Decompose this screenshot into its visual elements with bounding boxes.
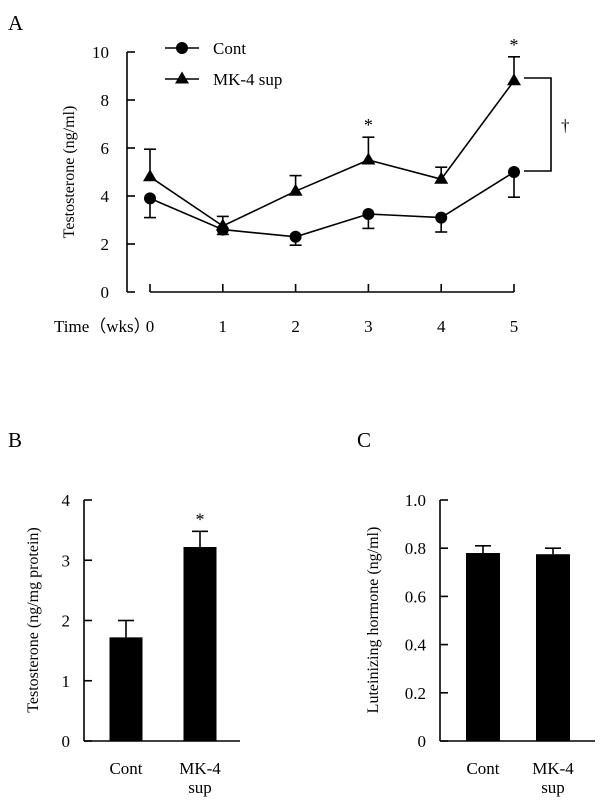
- panel-c-y-ticks: 0 0.2 0.4 0.6 0.8 1.0: [405, 491, 448, 751]
- x-tick-label: 2: [291, 317, 300, 336]
- category-label: sup: [188, 778, 212, 797]
- series-line: [149, 171, 515, 238]
- y-tick-label: 8: [101, 91, 110, 110]
- y-tick-label: 0: [418, 732, 427, 751]
- panel-b-bars: [109, 546, 217, 741]
- data-point: [288, 183, 303, 196]
- panel-b: B Testosterone (ng/mg protein) 0 1 2 3 4 Con…: [8, 428, 240, 797]
- y-tick-label: 0.2: [405, 684, 426, 703]
- x-tick-label: 0: [146, 317, 155, 336]
- data-point: [434, 171, 449, 184]
- legend-cont-label: Cont: [213, 39, 246, 58]
- category-label: MK-4: [532, 759, 574, 778]
- data-point: [435, 211, 448, 224]
- y-tick-label: 4: [101, 187, 110, 206]
- x-tick-label: 5: [510, 317, 519, 336]
- category-label: MK-4: [179, 759, 221, 778]
- panel-a-points: [143, 73, 521, 243]
- x-tick-label: 3: [364, 317, 373, 336]
- panel-a-error-bars: [144, 55, 520, 246]
- data-point: [507, 73, 521, 86]
- panel-b-error-bars: [118, 530, 208, 638]
- significance-mark: *: [196, 509, 205, 529]
- legend-cont-marker: [176, 42, 188, 54]
- data-point: [143, 169, 157, 182]
- y-tick-label: 0.6: [405, 587, 426, 606]
- significance-mark: *: [510, 35, 519, 55]
- panel-a-series-lines: [149, 80, 515, 238]
- category-label: Cont: [466, 759, 499, 778]
- y-tick-label: 10: [92, 43, 109, 62]
- panel-a-x-ticks: 0 1 2 3 4 5: [146, 284, 519, 336]
- legend-mk4-label: MK-4 sup: [213, 70, 282, 89]
- data-point: [215, 218, 230, 231]
- y-tick-label: 0: [62, 732, 71, 751]
- y-tick-label: 2: [62, 612, 71, 631]
- data-point: [361, 152, 376, 165]
- bar: [466, 553, 500, 741]
- panel-b-label: B: [8, 428, 22, 452]
- panel-a-x-axis-label: Time（wks）: [54, 317, 151, 336]
- bar: [109, 637, 143, 741]
- y-tick-label: 1.0: [405, 491, 426, 510]
- panel-c-bars: [466, 553, 570, 741]
- category-label: sup: [541, 778, 565, 797]
- data-point: [289, 230, 302, 243]
- y-tick-label: 0: [101, 283, 110, 302]
- data-point: [144, 192, 156, 205]
- panel-a-significance-marks: **: [364, 35, 519, 135]
- panel-c-y-axis-label: Luteinizing hormone (ng/ml): [365, 527, 382, 714]
- y-tick-label: 1: [62, 672, 71, 691]
- panel-a-y-axis-label: Testosterone (ng/ml): [61, 106, 78, 239]
- y-tick-label: 4: [62, 491, 71, 510]
- y-tick-label: 2: [101, 235, 110, 254]
- y-tick-label: 0.8: [405, 539, 426, 558]
- data-point: [508, 166, 520, 178]
- bar: [536, 554, 570, 741]
- x-tick-label: 4: [437, 317, 446, 336]
- panel-b-y-axis-label: Testosterone (ng/mg protein): [25, 527, 42, 713]
- y-tick-label: 6: [101, 139, 110, 158]
- panel-a-y-ticks: 0 2 4 6 8 10: [92, 43, 135, 302]
- category-label: Cont: [109, 759, 142, 778]
- bracket-line: [524, 77, 552, 172]
- legend-mk4-marker: [175, 71, 189, 84]
- bracket-label: †: [561, 116, 570, 135]
- significance-mark: *: [364, 115, 373, 135]
- series-line: [149, 80, 515, 227]
- bar: [183, 546, 217, 741]
- panel-c-error-bars: [475, 544, 561, 555]
- y-tick-label: 3: [62, 551, 71, 570]
- panel-c: C Luteinizing hormone (ng/ml) 0 0.2 0.4 0.6…: [357, 428, 595, 797]
- panel-b-y-ticks: 0 1 2 3 4: [62, 491, 92, 751]
- x-tick-label: 1: [219, 317, 228, 336]
- panel-c-label: C: [357, 428, 371, 452]
- panel-b-significance-marks: *: [196, 509, 205, 529]
- y-tick-label: 0.4: [405, 636, 427, 655]
- panel-a-significance-bracket: †: [524, 77, 570, 172]
- panel-a-legend: Cont MK-4 sup: [165, 39, 282, 89]
- data-point: [362, 208, 375, 220]
- panel-a: A Testosterone (ng/ml) Time（wks） 0246810…: [8, 11, 570, 336]
- panel-a-label: A: [8, 11, 24, 35]
